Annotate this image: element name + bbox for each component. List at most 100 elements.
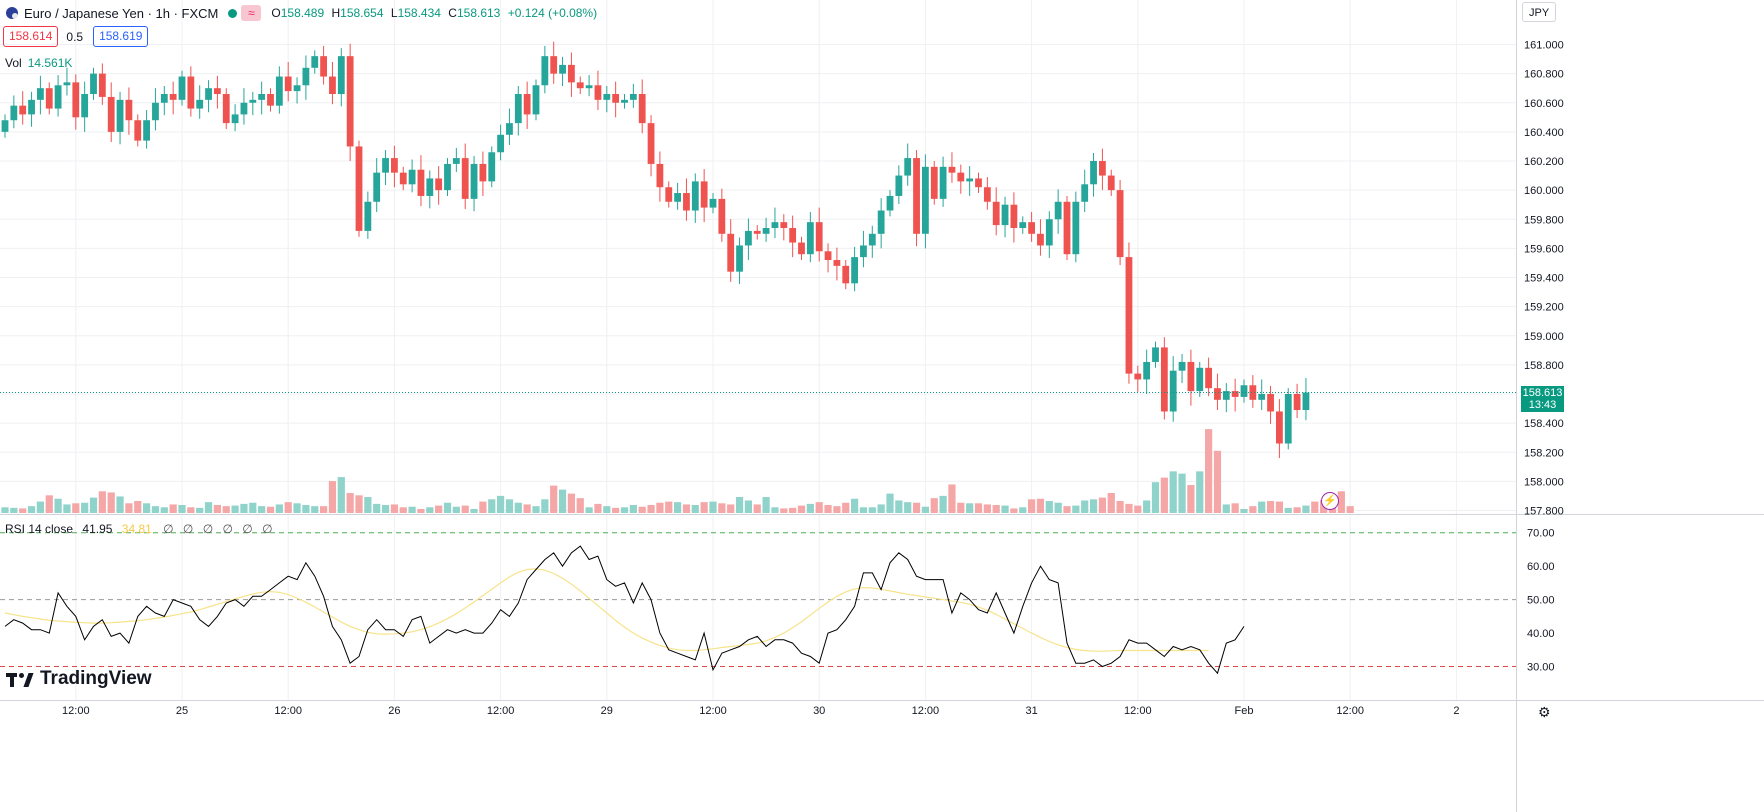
rsi-line [4, 545, 1245, 675]
volume-bar [1222, 504, 1230, 513]
lightning-icon[interactable]: ⚡ [1321, 492, 1339, 510]
candle-up [444, 163, 451, 191]
rsi-pane [0, 532, 1516, 675]
candle-down [125, 99, 133, 121]
volume-bar [780, 508, 788, 513]
candle-down [267, 94, 274, 106]
volume-bar [1284, 507, 1292, 513]
volume-bar [151, 506, 160, 513]
volume-bar [36, 501, 44, 513]
candle-up [196, 99, 204, 109]
wave-icon[interactable]: ≈ [241, 5, 262, 21]
volume-bar [904, 502, 912, 513]
candle-up [904, 158, 912, 176]
volume-bar [373, 503, 381, 513]
rsi-legend[interactable]: RSI 14 close 41.95 34.81 ∅ ∅ ∅ ∅ ∅ ∅ [5, 522, 276, 536]
candle-down [222, 94, 230, 124]
volume-bar [54, 498, 62, 513]
symbol-title[interactable]: Euro / Japanese Yen · 1h · FXCM [24, 5, 219, 21]
price-tick-label: 159.800 [1524, 214, 1564, 226]
currency-selector[interactable]: JPY [1522, 2, 1556, 22]
buy-button[interactable]: 158.619 [93, 26, 149, 47]
volume-bar [107, 492, 115, 513]
volume-bar [797, 505, 806, 513]
candle-up [629, 94, 637, 100]
volume-bar [426, 507, 434, 513]
candle-up [514, 94, 522, 124]
volume-bar [1081, 500, 1089, 513]
volume-bar [647, 505, 655, 513]
time-tick-label: Feb [1235, 705, 1254, 717]
candle-down [391, 158, 398, 173]
candle-down [1037, 233, 1044, 246]
volume-bar [877, 504, 885, 513]
candle-down [417, 169, 425, 196]
sell-button[interactable]: 158.614 [3, 26, 59, 47]
tradingview-logo-text: TradingView [40, 668, 152, 689]
change-value: +0.124 (+0.08%) [507, 6, 598, 20]
candle-up [249, 99, 257, 103]
candle-up [426, 178, 434, 196]
candle-down [45, 88, 53, 109]
rsi-tick-label: 70.00 [1527, 528, 1555, 540]
candle-up [868, 233, 876, 246]
volume-bar [1160, 477, 1168, 513]
volume-bar [629, 505, 637, 513]
candle-up [506, 123, 513, 135]
volume-legend[interactable]: Vol 14.561K [5, 56, 73, 70]
trade-buttons: 158.614 0.5 158.619 [3, 26, 149, 47]
volume-bar [735, 497, 744, 513]
volume-bar [576, 498, 584, 513]
volume-bar [567, 493, 575, 513]
volume-bar [912, 502, 921, 513]
volume-bar [63, 504, 71, 513]
volume-bar [585, 507, 593, 513]
candle-up [559, 64, 566, 74]
candle-up [452, 158, 460, 164]
candle-up [1054, 201, 1062, 220]
candle-down [824, 251, 832, 261]
time-tick-label: 12:00 [62, 705, 90, 717]
volume-bar [1231, 503, 1239, 513]
candle-up [81, 94, 89, 118]
candle-down [948, 166, 956, 173]
symbol-header[interactable]: Euro / Japanese Yen · 1h · FXCM ≈ O158.4… [6, 4, 601, 22]
volume-bar [612, 507, 620, 513]
volume-bar [196, 507, 204, 513]
time-tick-label: 25 [176, 705, 188, 717]
candle-up [160, 94, 168, 103]
time-tick-label: 12:00 [1124, 705, 1152, 717]
volume-bar [886, 493, 894, 513]
volume-bar [187, 507, 195, 513]
time-tick-label: 30 [813, 705, 825, 717]
candle-up [311, 56, 319, 68]
volume-bar [72, 503, 80, 513]
candle-down [780, 222, 788, 228]
price-tick-label: 159.200 [1524, 302, 1564, 314]
volume-bar [868, 507, 876, 513]
volume-bar [311, 506, 319, 513]
time-tick-label: 12:00 [487, 705, 515, 717]
volume-bar [603, 506, 611, 513]
tradingview-logo[interactable]: TradingView [6, 668, 152, 690]
settings-gear-icon[interactable]: ⚙ [1538, 704, 1551, 720]
volume-bar [815, 502, 823, 513]
candle-up [1196, 367, 1204, 392]
volume-bar [470, 509, 478, 513]
volume-bar [1125, 503, 1133, 513]
volume-bar [443, 502, 452, 513]
candle-down [346, 56, 354, 147]
candle-down [550, 56, 558, 74]
candle-up [90, 73, 97, 95]
volume-bar [1346, 506, 1354, 513]
volume-bar [806, 503, 814, 513]
candlesticks[interactable] [0, 41, 1516, 459]
volume-bar [691, 505, 699, 513]
volume-bar [1019, 507, 1027, 513]
candle-down [683, 193, 690, 211]
volume-bar [337, 477, 345, 513]
market-status-dot[interactable] [228, 8, 238, 18]
candle-up [63, 82, 71, 86]
